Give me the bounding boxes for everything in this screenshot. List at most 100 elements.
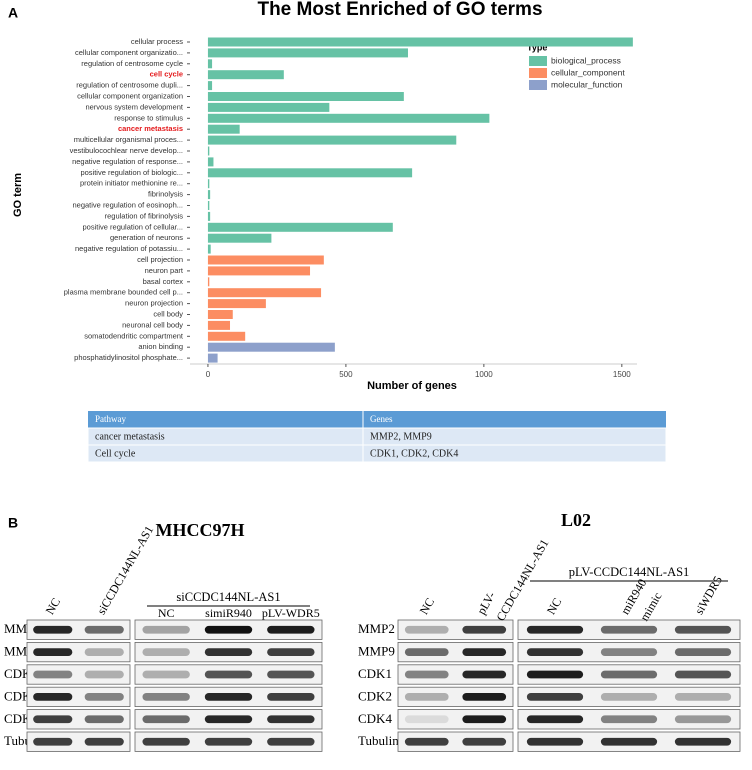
bar bbox=[207, 81, 213, 91]
bar bbox=[207, 244, 211, 254]
bar bbox=[207, 277, 210, 287]
category-label: cell cycle bbox=[150, 70, 183, 79]
blot-band bbox=[674, 670, 732, 679]
row-label: CDK4 bbox=[358, 711, 392, 726]
blot-frame bbox=[397, 642, 514, 663]
table-cell: cancer metastasis bbox=[95, 431, 165, 442]
category-label: neuronal cell body bbox=[122, 320, 183, 329]
category-label: negative regulation of eosinoph... bbox=[73, 200, 184, 209]
blot-band bbox=[84, 737, 124, 746]
bar bbox=[207, 168, 413, 178]
blot-band bbox=[600, 737, 658, 746]
blot-frame bbox=[26, 619, 131, 640]
blot-band bbox=[674, 648, 732, 656]
category-label: plasma membrane bounded cell p... bbox=[64, 288, 183, 297]
category-label: protein initiator methionine re... bbox=[80, 179, 183, 188]
blot-band bbox=[204, 670, 253, 679]
blot-band bbox=[674, 737, 732, 746]
blot-band bbox=[33, 670, 73, 679]
bar bbox=[207, 70, 284, 80]
blot-band bbox=[526, 625, 584, 634]
blot-band bbox=[462, 737, 507, 746]
legend-title: Type bbox=[527, 42, 547, 52]
category-label: negative regulation of response... bbox=[72, 157, 183, 166]
blot-frame bbox=[26, 664, 131, 685]
blot-band bbox=[142, 625, 190, 634]
bar bbox=[207, 310, 233, 319]
blot-band bbox=[404, 715, 449, 724]
blot-frame bbox=[26, 731, 131, 752]
bar bbox=[207, 331, 246, 341]
table-cell: Cell cycle bbox=[95, 448, 136, 459]
blot-band bbox=[267, 715, 315, 724]
lane-label: simiR940 bbox=[205, 606, 252, 620]
bar bbox=[207, 59, 213, 69]
blot-band bbox=[462, 648, 507, 656]
bar bbox=[207, 353, 218, 363]
bar bbox=[207, 266, 311, 276]
blot-band bbox=[526, 693, 584, 701]
blot-band bbox=[526, 737, 584, 746]
category-label: somatodendritic compartment bbox=[84, 331, 184, 340]
blot-frame bbox=[26, 686, 131, 708]
bar bbox=[207, 190, 211, 200]
bar bbox=[207, 320, 231, 330]
category-label: fibrinolysis bbox=[148, 190, 183, 199]
blot-band bbox=[204, 737, 253, 746]
blot-band bbox=[33, 715, 73, 724]
blot-title: L02 bbox=[561, 510, 591, 530]
bar bbox=[207, 211, 211, 221]
blot-frame bbox=[397, 664, 514, 685]
lane-label: NC bbox=[417, 595, 437, 616]
blot-frame bbox=[26, 709, 131, 730]
blot-band bbox=[84, 715, 124, 724]
blot-title: MHCC97H bbox=[156, 520, 245, 540]
category-label: multicellular organismal proces... bbox=[74, 135, 183, 144]
bar bbox=[207, 288, 322, 298]
category-label: regulation of centrosome dupli... bbox=[76, 81, 183, 90]
bar bbox=[207, 113, 490, 123]
blot-band bbox=[84, 670, 124, 679]
panel-label: B bbox=[8, 515, 18, 531]
blot-band bbox=[526, 648, 584, 656]
category-label: generation of neurons bbox=[110, 233, 183, 242]
lane-label: siWDR5 bbox=[692, 574, 725, 617]
blot-band bbox=[33, 693, 73, 701]
category-label: cell projection bbox=[137, 255, 183, 264]
lane-label: NC bbox=[544, 595, 564, 616]
blot-band bbox=[674, 715, 732, 724]
bar bbox=[207, 102, 330, 112]
blot-band bbox=[204, 648, 253, 656]
blot-band bbox=[462, 715, 507, 724]
blot-band bbox=[204, 693, 253, 701]
blot-band bbox=[526, 715, 584, 724]
table-header bbox=[88, 411, 666, 428]
bar bbox=[207, 342, 335, 352]
category-label: cancer metastasis bbox=[118, 124, 183, 133]
table-header-cell: Genes bbox=[370, 414, 393, 424]
blot-frame bbox=[397, 731, 514, 752]
blot-band bbox=[674, 693, 732, 701]
blot-band bbox=[404, 693, 449, 701]
bar bbox=[207, 299, 266, 309]
blot-frame bbox=[397, 619, 514, 640]
category-label: regulation of fibrinolysis bbox=[105, 211, 184, 220]
blot-band bbox=[142, 648, 190, 656]
bar bbox=[207, 92, 404, 101]
blot-band bbox=[600, 648, 658, 656]
category-label: positive regulation of cellular... bbox=[83, 222, 183, 231]
bar bbox=[207, 201, 210, 210]
legend-label: cellular_component bbox=[551, 67, 625, 77]
blot-band bbox=[674, 625, 732, 634]
x-tick-label: 1000 bbox=[475, 370, 493, 379]
y-axis-title: GO term bbox=[12, 173, 24, 217]
blot-band bbox=[600, 715, 658, 724]
legend-swatch bbox=[529, 68, 547, 78]
blot-band bbox=[404, 737, 449, 746]
blot-band bbox=[462, 625, 507, 634]
blot-band bbox=[142, 670, 190, 679]
bar bbox=[207, 157, 214, 167]
blot-band bbox=[404, 670, 449, 679]
group-label: siCCDC144NL-AS1 bbox=[176, 590, 280, 604]
